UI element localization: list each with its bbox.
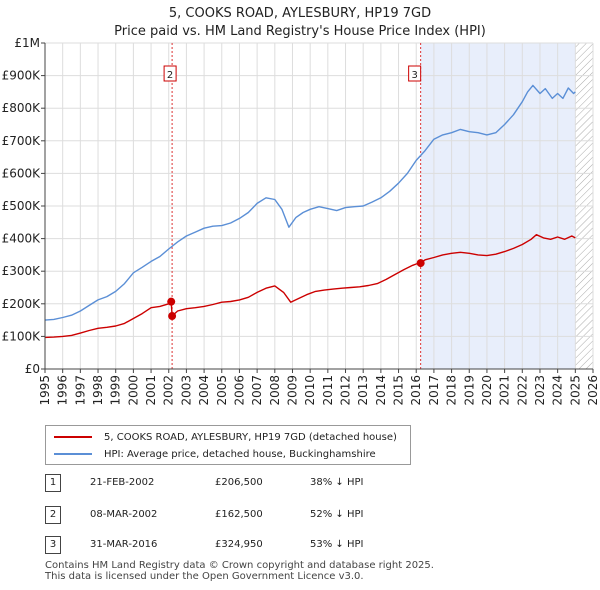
x-tick-label: 2005 bbox=[215, 375, 229, 406]
transaction-hpi: 53% ↓ HPI bbox=[310, 539, 364, 550]
y-tick-label: £900K bbox=[2, 69, 42, 83]
y-tick-label: £300K bbox=[2, 264, 42, 278]
hpi-line bbox=[44, 234, 576, 339]
sale-label-number: 3 bbox=[411, 70, 417, 81]
transaction-price: £162,500 bbox=[215, 509, 263, 520]
x-tick-label: 2011 bbox=[321, 375, 335, 406]
transaction-number: 2 bbox=[45, 506, 61, 524]
transaction-row: 3 31-MAR-2016 £324,950 53% ↓ HPI bbox=[45, 535, 445, 555]
x-tick-label: 2023 bbox=[533, 375, 547, 406]
legend-label-property: 5, COOKS ROAD, AYLESBURY, HP19 7GD (deta… bbox=[104, 431, 397, 443]
y-tick-label: £1M bbox=[14, 36, 40, 50]
x-tick-label: 1997 bbox=[73, 375, 87, 406]
chart-legend: 5, COOKS ROAD, AYLESBURY, HP19 7GD (deta… bbox=[45, 425, 411, 465]
x-tick-label: 1995 bbox=[38, 375, 52, 406]
x-tick-label: 2020 bbox=[480, 375, 494, 406]
chart-title: 5, COOKS ROAD, AYLESBURY, HP19 7GD bbox=[168, 6, 432, 21]
x-tick-label: 2025 bbox=[568, 375, 582, 406]
transaction-hpi: 52% ↓ HPI bbox=[310, 509, 364, 520]
x-tick-label: 2008 bbox=[268, 375, 282, 406]
sale-label-box bbox=[163, 65, 177, 82]
sale-label-box bbox=[408, 65, 422, 82]
x-tick-label: 2004 bbox=[197, 375, 211, 406]
sale-point bbox=[167, 297, 176, 306]
footer-copyright: Contains HM Land Registry data © Crown c… bbox=[45, 560, 434, 571]
legend-label-hpi: HPI: Average price, detached house, Buck… bbox=[104, 448, 376, 460]
x-tick-label: 2003 bbox=[179, 375, 193, 406]
transaction-date: 08-MAR-2002 bbox=[90, 509, 158, 520]
legend-swatch-hpi bbox=[54, 453, 92, 455]
x-tick-label: 2022 bbox=[515, 375, 529, 406]
price-chart: 2 3 £0 £100K £200K £300K £400K £500K £600K £700K… bbox=[2, 36, 600, 406]
x-tick-label: 2002 bbox=[162, 375, 176, 406]
x-tick-label: 2013 bbox=[356, 375, 370, 406]
x-tick-label: 2026 bbox=[586, 375, 600, 406]
x-tick-label: 1999 bbox=[109, 375, 123, 406]
y-tick-label: £600K bbox=[2, 166, 42, 180]
x-tick-label: 2014 bbox=[374, 375, 388, 406]
transaction-hpi: 38% ↓ HPI bbox=[310, 477, 364, 488]
transaction-row: 1 21-FEB-2002 £206,500 38% ↓ HPI bbox=[45, 473, 445, 493]
x-tick-label: 2012 bbox=[339, 375, 353, 406]
sale-point bbox=[168, 312, 177, 321]
sale-label-number: 2 bbox=[167, 70, 173, 81]
y-tick-label: £700K bbox=[2, 134, 42, 148]
transaction-price: £206,500 bbox=[215, 477, 263, 488]
x-tick-label: 2024 bbox=[551, 375, 565, 406]
x-tick-label: 2000 bbox=[126, 375, 140, 406]
x-tick-label: 1996 bbox=[56, 375, 70, 406]
y-tick-label: £500K bbox=[2, 199, 42, 213]
x-tick-label: 2015 bbox=[392, 375, 406, 406]
transaction-date: 31-MAR-2016 bbox=[90, 539, 158, 550]
x-tick-label: 2010 bbox=[303, 375, 317, 406]
transaction-row: 2 08-MAR-2002 £162,500 52% ↓ HPI bbox=[45, 505, 445, 525]
legend-swatch-property bbox=[54, 436, 92, 438]
transaction-number: 3 bbox=[45, 536, 61, 554]
sale-point bbox=[416, 259, 425, 268]
transaction-number: 1 bbox=[45, 474, 61, 492]
legend-item-hpi: HPI: Average price, detached house, Buck… bbox=[54, 446, 376, 462]
property-price-line bbox=[44, 84, 576, 321]
transaction-price: £324,950 bbox=[215, 539, 263, 550]
x-tick-label: 2019 bbox=[462, 375, 476, 406]
transaction-date: 21-FEB-2002 bbox=[90, 477, 155, 488]
y-tick-label: £800K bbox=[2, 101, 42, 115]
x-tick-label: 2017 bbox=[427, 375, 441, 406]
y-tick-label: £400K bbox=[2, 232, 42, 246]
x-tick-label: 1998 bbox=[91, 375, 105, 406]
footer-notice: Contains HM Land Registry data © Crown c… bbox=[45, 560, 434, 582]
x-tick-label: 2006 bbox=[232, 375, 246, 406]
x-tick-label: 2021 bbox=[498, 375, 512, 406]
y-tick-label: £100K bbox=[2, 329, 42, 343]
chart-subtitle: Price paid vs. HM Land Registry's House … bbox=[114, 24, 486, 39]
x-tick-label: 2001 bbox=[144, 375, 158, 406]
y-tick-label: £200K bbox=[2, 297, 42, 311]
x-tick-label: 2009 bbox=[285, 375, 299, 406]
y-tick-label: £0 bbox=[25, 362, 40, 376]
x-tick-label: 2016 bbox=[409, 375, 423, 406]
x-tick-label: 2007 bbox=[250, 375, 264, 406]
footer-licence: This data is licensed under the Open Gov… bbox=[45, 571, 364, 582]
x-tick-label: 2018 bbox=[445, 375, 459, 406]
legend-item-property: 5, COOKS ROAD, AYLESBURY, HP19 7GD (deta… bbox=[54, 429, 397, 445]
